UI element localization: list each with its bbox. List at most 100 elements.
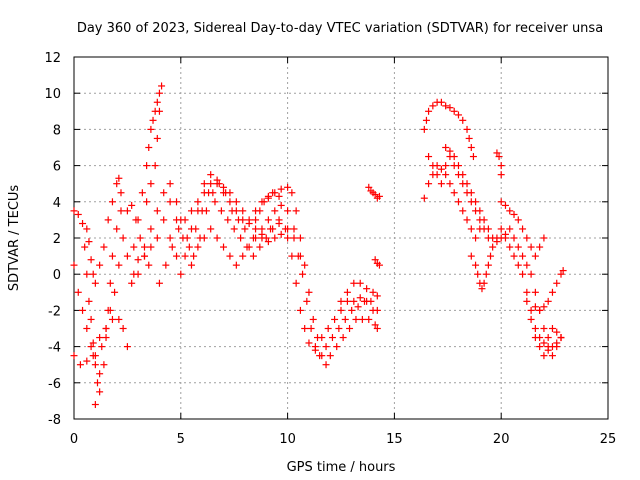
data-point xyxy=(166,198,174,206)
data-point xyxy=(531,303,539,311)
data-point xyxy=(467,252,475,260)
data-point xyxy=(160,216,168,224)
data-point xyxy=(153,98,161,106)
data-point xyxy=(166,234,174,242)
data-point xyxy=(305,339,313,347)
y-tick-label: 4 xyxy=(53,196,61,211)
y-tick-label: 10 xyxy=(44,87,61,102)
data-point xyxy=(463,216,471,224)
data-point xyxy=(333,343,341,351)
data-point xyxy=(420,194,428,202)
data-point xyxy=(284,183,292,191)
y-axis-label: SDTVAR / TECUs xyxy=(7,185,22,292)
data-point xyxy=(155,89,163,97)
series-track-11 xyxy=(252,189,283,224)
x-tick-labels: 0 5 10 15 20 25 xyxy=(70,432,616,447)
data-point xyxy=(113,225,121,233)
data-point xyxy=(292,279,300,287)
data-point xyxy=(450,107,458,115)
data-point xyxy=(96,370,104,378)
data-point xyxy=(128,201,136,209)
data-point xyxy=(115,261,123,269)
data-point xyxy=(245,216,253,224)
data-point xyxy=(527,270,535,278)
y-tick-label: -2 xyxy=(48,304,61,319)
data-point xyxy=(134,216,142,224)
data-point xyxy=(375,261,383,269)
data-point xyxy=(531,325,539,332)
data-point xyxy=(211,198,219,206)
data-point xyxy=(337,297,345,305)
data-point xyxy=(480,279,488,287)
data-point xyxy=(296,234,304,242)
series-track-21 xyxy=(497,198,548,260)
data-point xyxy=(213,176,221,184)
data-point xyxy=(352,315,360,323)
data-point xyxy=(85,238,93,246)
data-point xyxy=(476,216,484,224)
series-track-15 xyxy=(420,98,477,161)
data-point xyxy=(96,261,104,269)
data-point xyxy=(113,180,121,188)
data-point xyxy=(96,388,104,396)
data-point xyxy=(346,325,354,332)
data-point xyxy=(230,225,238,233)
data-point xyxy=(371,321,379,329)
data-point xyxy=(371,191,379,199)
data-point xyxy=(514,216,522,224)
data-point xyxy=(98,343,106,351)
data-point xyxy=(179,234,187,242)
data-point xyxy=(198,207,206,215)
data-point xyxy=(147,180,155,188)
series-track-23 xyxy=(531,267,567,314)
data-point xyxy=(519,270,527,278)
data-point xyxy=(450,153,458,161)
data-point xyxy=(158,82,166,90)
data-point xyxy=(220,183,228,191)
data-point xyxy=(258,225,266,233)
data-point xyxy=(102,334,110,342)
data-point xyxy=(207,180,215,188)
data-point xyxy=(369,288,377,296)
data-point xyxy=(425,107,433,115)
y-tick-labels: -8 -6 -4 -2 0 2 4 6 8 10 12 xyxy=(44,51,61,428)
data-point xyxy=(256,243,264,251)
data-point xyxy=(548,343,556,351)
data-point xyxy=(173,198,181,206)
data-point xyxy=(437,165,445,173)
data-point xyxy=(232,198,240,206)
data-point xyxy=(482,270,490,278)
data-point xyxy=(531,252,539,260)
data-point xyxy=(224,216,232,224)
series-track-20 xyxy=(493,149,505,179)
data-point xyxy=(117,189,125,197)
data-point xyxy=(140,252,148,260)
data-point xyxy=(527,243,535,251)
y-tick-label: 8 xyxy=(53,123,61,138)
data-point xyxy=(296,252,304,260)
data-point xyxy=(104,306,112,314)
data-point xyxy=(93,379,101,387)
data-point xyxy=(544,334,552,342)
data-point xyxy=(523,288,531,296)
data-point xyxy=(446,180,454,188)
data-point xyxy=(87,315,95,323)
data-point xyxy=(275,192,283,200)
data-point xyxy=(147,125,155,133)
data-point xyxy=(557,270,565,278)
data-point xyxy=(497,162,505,170)
data-point xyxy=(446,147,454,155)
data-point xyxy=(155,107,163,115)
data-point xyxy=(472,234,480,242)
data-point xyxy=(463,125,471,133)
series-track-7 xyxy=(134,171,381,354)
data-point xyxy=(181,216,189,224)
data-point xyxy=(226,252,234,260)
data-point xyxy=(181,252,189,260)
data-point xyxy=(373,292,381,300)
x-tick-label: 15 xyxy=(386,432,403,447)
data-point xyxy=(117,207,125,215)
data-point xyxy=(459,171,467,179)
data-points xyxy=(70,82,567,409)
data-point xyxy=(301,261,309,269)
